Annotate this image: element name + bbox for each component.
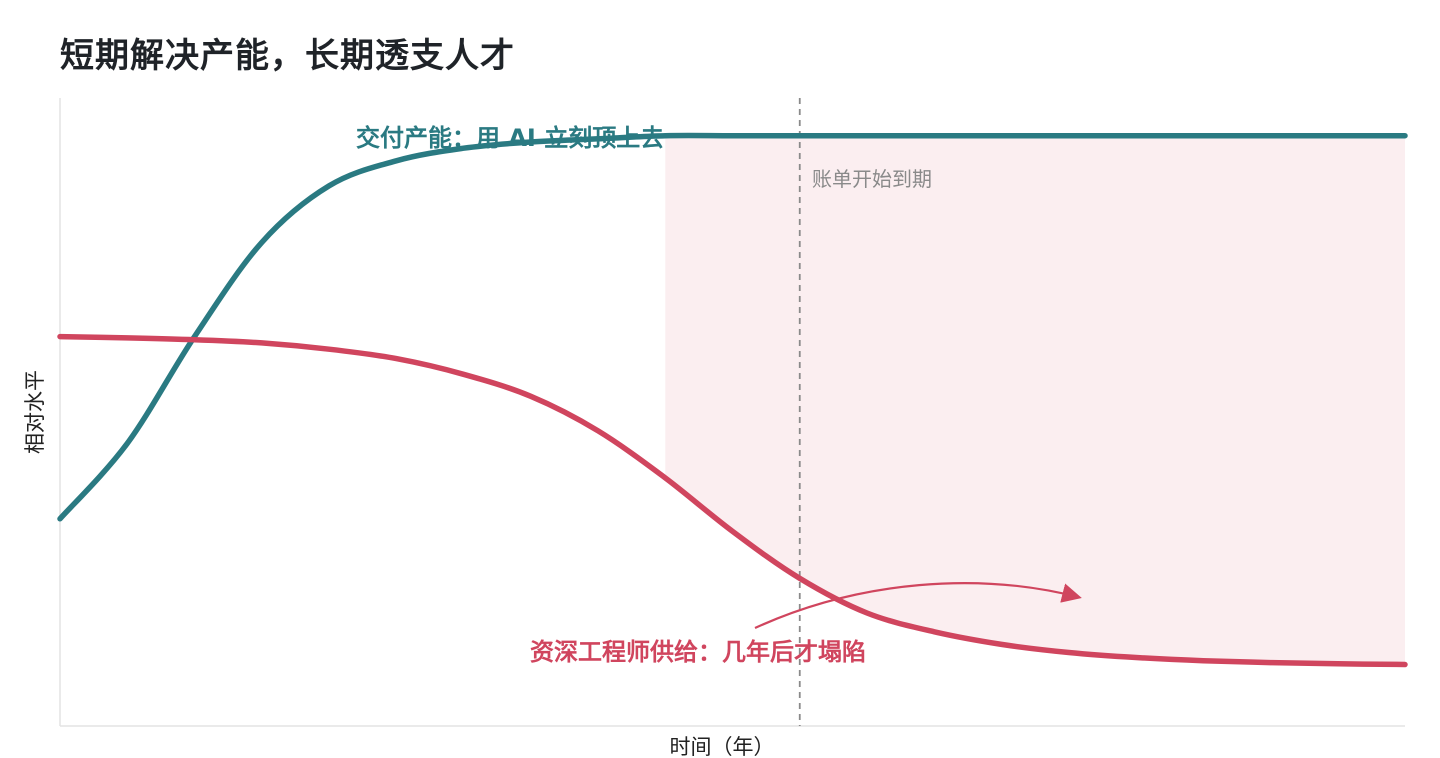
annotation-capacity: 交付产能：用 AI 立刻顶上去 <box>356 124 664 152</box>
y-axis-label: 相对水平 <box>23 370 47 454</box>
senior-supply-line <box>57 333 1408 668</box>
annotation-arrow <box>754 582 1082 630</box>
capacity-line <box>57 132 1408 522</box>
vline-label: 账单开始到期 <box>812 167 932 191</box>
chart-title: 短期解决产能，长期透支人才 <box>60 36 515 76</box>
annotation-supply: 资深工程师供给：几年后才塌陷 <box>530 638 866 666</box>
x-axis-label: 时间（年） <box>670 735 775 758</box>
shaded-gap-region <box>665 135 1405 665</box>
